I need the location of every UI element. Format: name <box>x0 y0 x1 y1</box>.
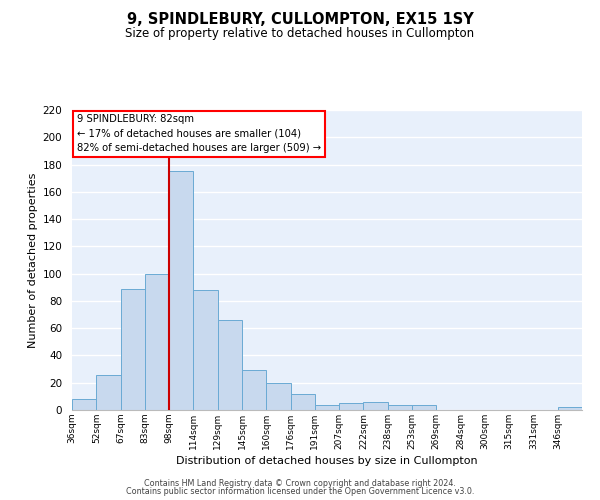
Bar <box>315 404 339 410</box>
Bar <box>339 403 364 410</box>
Bar <box>266 382 290 410</box>
Bar <box>412 404 436 410</box>
Y-axis label: Number of detached properties: Number of detached properties <box>28 172 38 348</box>
Bar <box>242 370 266 410</box>
Bar <box>193 290 218 410</box>
Bar <box>169 172 193 410</box>
Bar <box>121 288 145 410</box>
X-axis label: Distribution of detached houses by size in Cullompton: Distribution of detached houses by size … <box>176 456 478 466</box>
Bar <box>388 404 412 410</box>
Bar <box>72 399 96 410</box>
Text: Contains HM Land Registry data © Crown copyright and database right 2024.: Contains HM Land Registry data © Crown c… <box>144 478 456 488</box>
Text: Contains public sector information licensed under the Open Government Licence v3: Contains public sector information licen… <box>126 487 474 496</box>
Bar <box>218 320 242 410</box>
Text: 9 SPINDLEBURY: 82sqm
← 17% of detached houses are smaller (104)
82% of semi-deta: 9 SPINDLEBURY: 82sqm ← 17% of detached h… <box>77 114 321 154</box>
Text: 9, SPINDLEBURY, CULLOMPTON, EX15 1SY: 9, SPINDLEBURY, CULLOMPTON, EX15 1SY <box>127 12 473 28</box>
Bar <box>364 402 388 410</box>
Bar <box>145 274 169 410</box>
Bar <box>96 374 121 410</box>
Bar <box>558 408 582 410</box>
Bar <box>290 394 315 410</box>
Text: Size of property relative to detached houses in Cullompton: Size of property relative to detached ho… <box>125 28 475 40</box>
